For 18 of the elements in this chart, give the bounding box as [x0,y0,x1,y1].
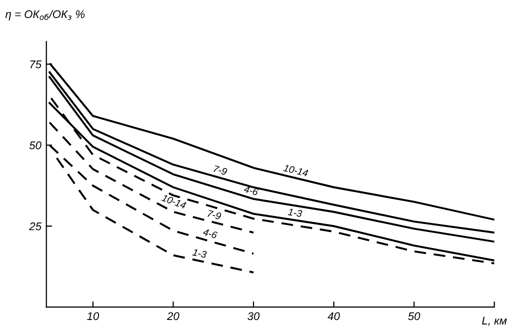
x-tick-label: 50 [408,312,420,320]
x-axis-title: L, км [482,316,507,326]
text: 4-6 [202,228,218,239]
x-tick-label: 10 [87,312,100,320]
x-tick-label: 40 [328,312,340,320]
text: 4-6 [243,185,259,196]
text: 10-14 [283,164,308,177]
text: 1-3 [288,208,302,218]
y-tick-label: 25 [29,222,42,230]
x-tick-label: 20 [166,312,180,320]
y-tick-label: 50 [29,141,42,150]
y-axis-title: η = ОК$_{об}$/ОК$_{з}$ % [5,10,85,20]
text: 10-14 [161,194,186,209]
text: 7-9 [207,210,222,220]
x-tick-label: 30 [248,312,260,320]
y-tick-label: 75 [30,60,42,68]
text: 1-3 [192,248,208,258]
text: 7-9 [213,165,228,176]
